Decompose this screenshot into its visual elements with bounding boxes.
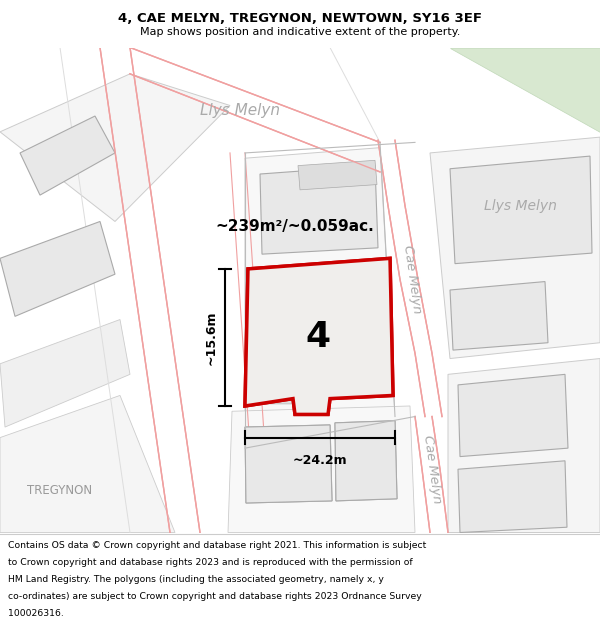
Polygon shape — [458, 461, 567, 532]
Polygon shape — [245, 148, 395, 448]
Polygon shape — [450, 282, 548, 350]
Polygon shape — [450, 48, 600, 132]
Text: to Crown copyright and database rights 2023 and is reproduced with the permissio: to Crown copyright and database rights 2… — [8, 558, 412, 567]
Polygon shape — [335, 421, 397, 501]
Text: ~15.6m: ~15.6m — [205, 310, 218, 365]
Polygon shape — [448, 359, 600, 532]
Text: 100026316.: 100026316. — [8, 609, 64, 618]
Polygon shape — [0, 319, 130, 427]
Polygon shape — [0, 396, 175, 532]
Text: Llys Melyn: Llys Melyn — [484, 199, 556, 212]
Polygon shape — [0, 221, 115, 316]
Polygon shape — [260, 166, 378, 254]
Polygon shape — [335, 421, 397, 501]
Text: Llys Melyn: Llys Melyn — [200, 103, 280, 118]
Polygon shape — [262, 271, 388, 404]
Polygon shape — [0, 74, 230, 221]
Text: Map shows position and indicative extent of the property.: Map shows position and indicative extent… — [140, 27, 460, 37]
Text: co-ordinates) are subject to Crown copyright and database rights 2023 Ordnance S: co-ordinates) are subject to Crown copyr… — [8, 592, 422, 601]
Text: Cae Melyn: Cae Melyn — [401, 244, 423, 314]
Polygon shape — [298, 161, 377, 190]
Polygon shape — [245, 258, 393, 414]
Text: HM Land Registry. The polygons (including the associated geometry, namely x, y: HM Land Registry. The polygons (includin… — [8, 575, 383, 584]
Text: Contains OS data © Crown copyright and database right 2021. This information is : Contains OS data © Crown copyright and d… — [8, 541, 426, 550]
Text: ~24.2m: ~24.2m — [293, 454, 347, 468]
Polygon shape — [20, 116, 115, 195]
Polygon shape — [228, 406, 415, 532]
Text: TREGYNON: TREGYNON — [28, 484, 92, 497]
Polygon shape — [458, 374, 568, 457]
Text: 4: 4 — [305, 321, 331, 354]
Polygon shape — [245, 425, 332, 503]
Text: 4, CAE MELYN, TREGYNON, NEWTOWN, SY16 3EF: 4, CAE MELYN, TREGYNON, NEWTOWN, SY16 3E… — [118, 12, 482, 25]
Polygon shape — [430, 137, 600, 359]
Text: ~239m²/~0.059ac.: ~239m²/~0.059ac. — [215, 219, 374, 234]
Polygon shape — [245, 258, 393, 414]
Polygon shape — [245, 425, 332, 503]
Polygon shape — [450, 156, 592, 264]
Text: Cae Melyn: Cae Melyn — [421, 434, 443, 504]
